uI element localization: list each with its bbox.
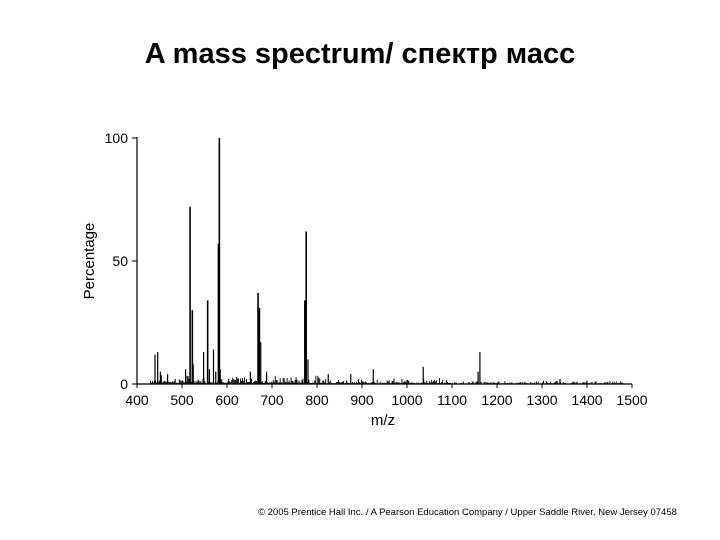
spectrum-peaks [154,138,561,384]
x-tick-label: 600 [215,392,239,408]
y-tick-label: 100 [105,130,129,146]
y-axis-title: Percentage [81,223,98,300]
y-tick-label: 50 [112,253,128,269]
x-tick-label: 1400 [571,392,602,408]
x-tick-label: 900 [350,392,374,408]
x-tick-label: 1300 [526,392,557,408]
y-tick-label: 0 [120,376,128,392]
x-tick-label: 700 [260,392,284,408]
x-tick-label: 1500 [616,392,647,408]
y-axis-ticks: 0 50 100 [105,130,137,392]
x-tick-label: 1000 [391,392,422,408]
x-tick-label: 500 [170,392,194,408]
x-tick-label: 1200 [481,392,512,408]
x-tick-label: 800 [305,392,329,408]
slide-title: A mass spectrum/ спектр масс [144,38,576,70]
x-tick-label: 400 [125,392,149,408]
x-axis-ticks: 400 500 600 700 800 900 1000 1100 1200 1300 1400 15… [125,384,648,408]
baseline-noise [150,375,624,384]
x-axis-title: m/z [371,412,395,429]
copyright-notice: © 2005 Prentice Hall Inc. / A Pearson Ed… [258,507,677,518]
x-tick-label: 1100 [437,392,467,408]
